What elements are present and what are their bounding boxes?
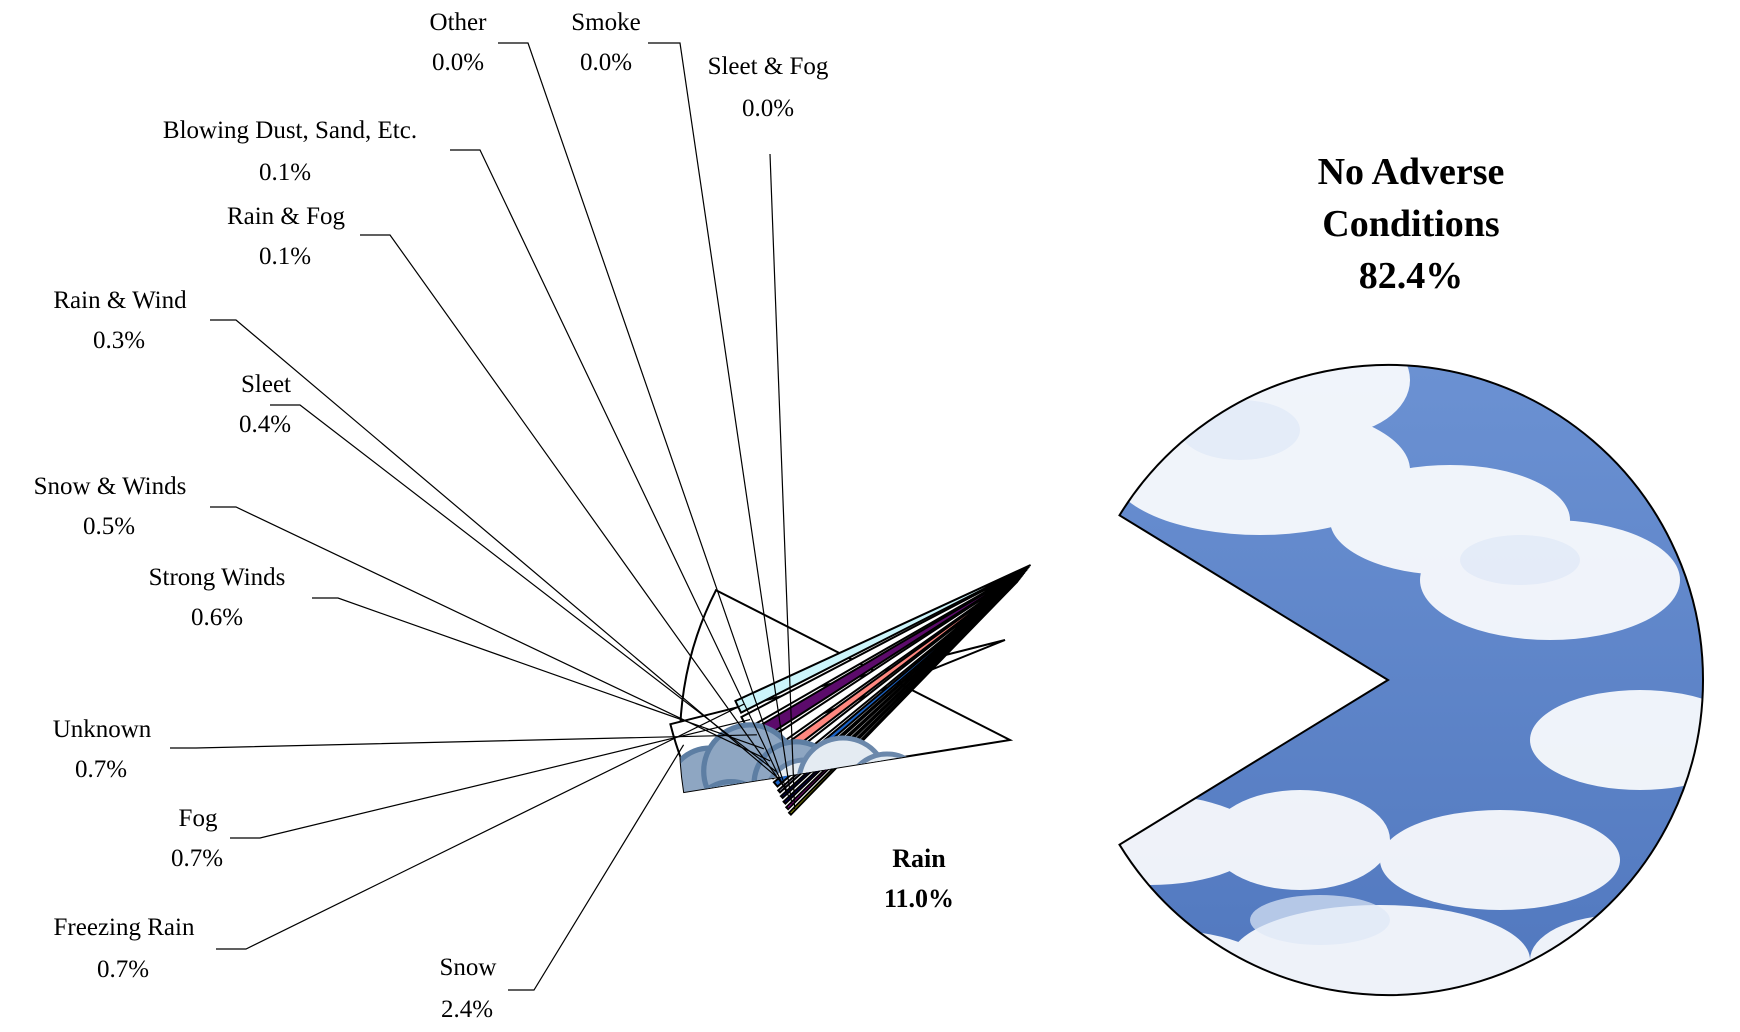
label-rain-fog-name: Rain & Fog [227,203,346,230]
label-fog-name: Fog [179,805,218,832]
label-rain-fog-value: 0.1% [259,243,311,270]
label-other-value: 0.0% [432,49,484,76]
label-freezing-rain-value: 0.7% [97,956,149,983]
label-strong-winds: Strong Winds 0.6% [149,564,286,631]
label-sleet-value: 0.4% [239,411,291,438]
label-fog-value: 0.7% [171,845,223,872]
label-sleet-name: Sleet [241,371,291,398]
label-no-adverse-line1: No Adverse [1318,151,1505,193]
slice-no-adverse-conditions [1120,365,1704,995]
label-rain-wind-value: 0.3% [93,327,145,354]
label-sleet-fog-value: 0.0% [742,95,794,122]
label-rain: Rain 11.0% [884,844,954,913]
label-strong-winds-name: Strong Winds [149,564,286,591]
label-fog: Fog 0.7% [171,805,223,872]
label-other-name: Other [430,9,488,36]
label-snow: Snow 2.4% [440,954,497,1023]
label-sleet-fog-name: Sleet & Fog [708,53,829,80]
label-unknown-name: Unknown [53,716,152,743]
label-rain-value: 11.0% [884,884,954,913]
label-snow-name: Snow [440,954,497,981]
label-blowing-dust: Blowing Dust, Sand, Etc. 0.1% [163,117,417,186]
label-other: Other 0.0% [430,9,488,76]
label-freezing-rain-name: Freezing Rain [54,914,195,941]
label-no-adverse-line2: Conditions [1322,203,1499,245]
label-rain-fog: Rain & Fog 0.1% [227,203,346,270]
label-rain-wind: Rain & Wind 0.3% [53,287,187,354]
label-smoke: Smoke 0.0% [571,9,640,76]
label-smoke-name: Smoke [571,9,640,36]
leader-line-snow [508,745,684,990]
label-rain-name: Rain [892,844,946,873]
label-freezing-rain: Freezing Rain 0.7% [54,914,195,983]
label-snow-value: 2.4% [441,996,493,1023]
label-smoke-value: 0.0% [580,49,632,76]
label-unknown-value: 0.7% [75,756,127,783]
pie-slices [670,365,1703,995]
label-sleet-fog: Sleet & Fog 0.0% [708,53,829,122]
label-snow-winds-name: Snow & Winds [34,473,187,500]
label-no-adverse-value: 82.4% [1359,255,1464,297]
label-blowing-dust-value: 0.1% [259,159,311,186]
label-strong-winds-value: 0.6% [191,604,243,631]
label-no-adverse: No Adverse Conditions 82.4% [1318,151,1505,297]
label-rain-wind-name: Rain & Wind [53,287,187,314]
label-blowing-dust-name: Blowing Dust, Sand, Etc. [163,117,417,144]
label-snow-winds-value: 0.5% [83,513,135,540]
label-snow-winds: Snow & Winds 0.5% [34,473,187,540]
label-unknown: Unknown 0.7% [53,716,152,783]
